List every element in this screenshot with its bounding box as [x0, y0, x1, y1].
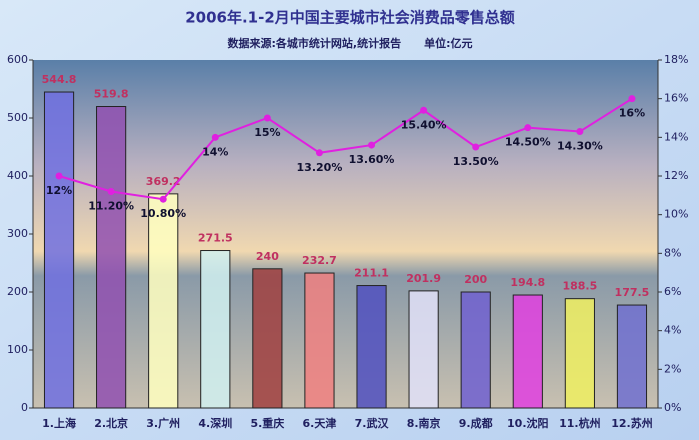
- bar: [512, 294, 543, 409]
- line-point: [628, 95, 636, 103]
- x-tick-label: 4.深圳: [198, 416, 232, 430]
- x-tick-label: 3.广州: [146, 416, 180, 430]
- y-tick-label: 400: [7, 169, 28, 182]
- y-tick-label: 500: [7, 111, 28, 124]
- line-value-label: 10.80%: [140, 207, 186, 220]
- bar: [408, 290, 439, 409]
- line-point: [107, 187, 115, 195]
- line-value-label: 16%: [619, 107, 645, 120]
- bar: [616, 304, 648, 409]
- y2-tick-label: 8%: [664, 246, 681, 259]
- bar-value-label: 544.8: [42, 73, 77, 86]
- bar-value-label: 177.5: [615, 286, 650, 299]
- bar-value-label: 211.1: [354, 267, 389, 280]
- line-value-label: 15%: [254, 126, 280, 139]
- y2-tick-label: 18%: [664, 53, 688, 66]
- y2-tick-label: 16%: [664, 92, 688, 105]
- y2-tick-label: 12%: [664, 169, 688, 182]
- line-value-label: 14.30%: [557, 140, 603, 153]
- bar: [200, 250, 231, 409]
- y2-tick-label: 14%: [664, 130, 688, 143]
- bar-value-label: 201.9: [406, 272, 441, 285]
- x-tick-label: 5.重庆: [250, 416, 284, 430]
- bar-value-label: 519.8: [94, 88, 129, 101]
- line-point: [524, 124, 532, 132]
- line-point: [159, 195, 167, 203]
- bar-value-label: 188.5: [562, 280, 597, 293]
- bar-value-label: 232.7: [302, 254, 337, 267]
- line-point: [576, 128, 584, 136]
- line-value-label: 12%: [46, 184, 72, 197]
- y2-tick-label: 6%: [664, 285, 681, 298]
- x-tick-label: 1.上海: [42, 416, 76, 430]
- line-value-label: 14%: [202, 145, 228, 158]
- x-tick-label: 9.成都: [459, 416, 493, 430]
- line-point: [315, 149, 323, 157]
- bar: [96, 106, 127, 409]
- line-value-label: 15.40%: [401, 118, 447, 131]
- line-point: [55, 172, 63, 180]
- line-value-label: 13.50%: [453, 155, 499, 168]
- y-tick-label: 0: [21, 401, 28, 414]
- bar-value-label: 369.2: [146, 175, 181, 188]
- bar-value-label: 194.8: [510, 276, 545, 289]
- y2-tick-label: 0%: [664, 401, 681, 414]
- y2-tick-label: 2%: [664, 362, 681, 375]
- y2-tick-label: 10%: [664, 208, 688, 221]
- line-point: [420, 106, 428, 114]
- line-value-label: 13.20%: [297, 161, 343, 174]
- line-value-label: 13.60%: [349, 153, 395, 166]
- x-tick-label: 8.南京: [407, 416, 441, 430]
- line-point: [263, 114, 271, 122]
- x-tick-label: 10.沈阳: [507, 416, 549, 430]
- line-point: [211, 133, 219, 141]
- bar: [564, 298, 595, 409]
- y-tick-label: 600: [7, 53, 28, 66]
- x-tick-label: 12.苏州: [611, 416, 653, 430]
- chart-subtitle: 数据来源:各城市统计网站,统计报告 单位:亿元: [228, 36, 473, 50]
- bar: [252, 268, 283, 409]
- y2-tick-label: 4%: [664, 324, 681, 337]
- y-tick-label: 100: [7, 343, 28, 356]
- bar-value-label: 240: [256, 250, 279, 263]
- line: [58, 97, 633, 201]
- bar-value-label: 271.5: [198, 232, 233, 245]
- bar: [148, 193, 179, 409]
- plot-area: [33, 60, 658, 408]
- bar: [356, 285, 387, 409]
- x-tick-label: 2.北京: [94, 416, 128, 430]
- line-point: [368, 141, 376, 149]
- line-value-label: 11.20%: [88, 199, 134, 212]
- chart-title: 2006年.1-2月中国主要城市社会消费品零售总额: [185, 9, 515, 27]
- y-tick-label: 200: [7, 285, 28, 298]
- x-tick-label: 11.杭州: [559, 416, 601, 430]
- bar-value-label: 200: [464, 273, 487, 286]
- bar: [460, 291, 491, 409]
- line-point: [472, 143, 480, 151]
- x-tick-label: 7.武汉: [355, 416, 390, 430]
- line-value-label: 14.50%: [505, 136, 551, 149]
- y-tick-label: 300: [7, 227, 28, 240]
- x-tick-label: 6.天津: [303, 416, 337, 430]
- bar: [43, 91, 75, 409]
- bar: [304, 272, 335, 409]
